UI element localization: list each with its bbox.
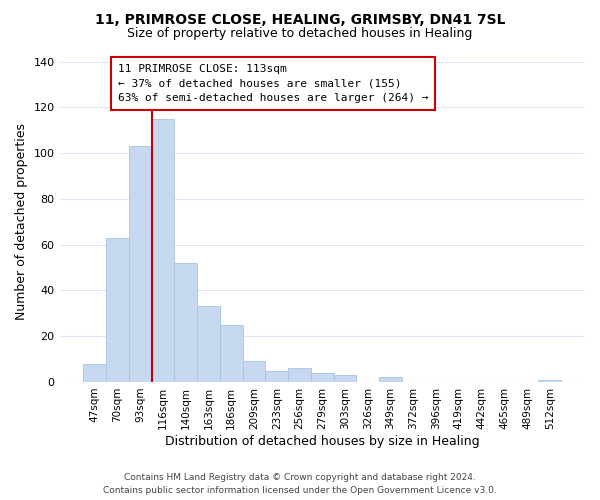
Y-axis label: Number of detached properties: Number of detached properties bbox=[15, 123, 28, 320]
Bar bbox=[197, 306, 220, 382]
Bar bbox=[152, 118, 175, 382]
Bar bbox=[175, 263, 197, 382]
Bar bbox=[311, 373, 334, 382]
Bar bbox=[106, 238, 129, 382]
Bar bbox=[538, 380, 561, 382]
Bar bbox=[288, 368, 311, 382]
Bar bbox=[220, 324, 242, 382]
Text: Contains HM Land Registry data © Crown copyright and database right 2024.
Contai: Contains HM Land Registry data © Crown c… bbox=[103, 473, 497, 495]
Bar bbox=[334, 375, 356, 382]
Bar bbox=[83, 364, 106, 382]
Text: 11 PRIMROSE CLOSE: 113sqm
← 37% of detached houses are smaller (155)
63% of semi: 11 PRIMROSE CLOSE: 113sqm ← 37% of detac… bbox=[118, 64, 428, 104]
Text: 11, PRIMROSE CLOSE, HEALING, GRIMSBY, DN41 7SL: 11, PRIMROSE CLOSE, HEALING, GRIMSBY, DN… bbox=[95, 12, 505, 26]
Bar bbox=[379, 378, 402, 382]
X-axis label: Distribution of detached houses by size in Healing: Distribution of detached houses by size … bbox=[165, 434, 479, 448]
Bar bbox=[129, 146, 152, 382]
Text: Size of property relative to detached houses in Healing: Size of property relative to detached ho… bbox=[127, 28, 473, 40]
Bar bbox=[242, 362, 265, 382]
Bar bbox=[265, 370, 288, 382]
